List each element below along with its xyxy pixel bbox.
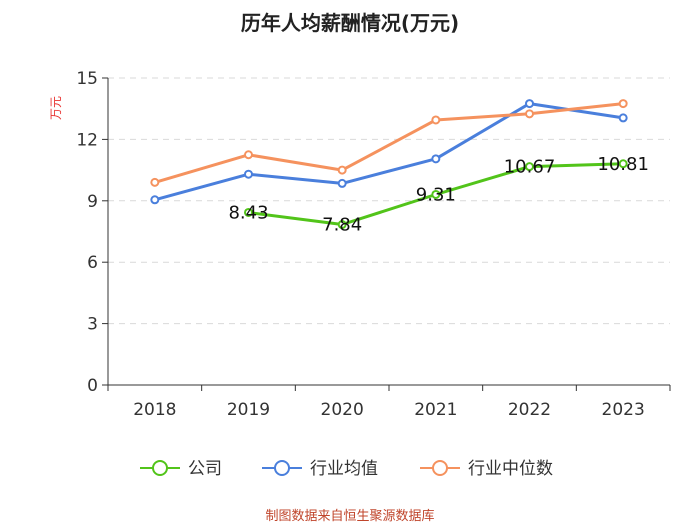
x-tick-label: 2018: [133, 400, 176, 420]
series-line-2: [154, 102, 624, 184]
data-point: [244, 169, 253, 179]
data-point: [431, 189, 441, 199]
legend-label: 公司: [188, 459, 222, 479]
y-tick-label: 9: [87, 192, 98, 212]
data-point: [150, 195, 160, 205]
chart-title: 历年人均薪酬情况(万元): [241, 11, 459, 35]
y-tick-label: 6: [87, 253, 98, 273]
data-point: [618, 113, 628, 123]
y-tick-label: 15: [76, 69, 98, 89]
y-tick-label: 3: [87, 315, 98, 335]
legend-label: 行业中位数: [468, 459, 553, 479]
data-point: [618, 159, 628, 169]
data-point: [525, 109, 534, 119]
x-tick-label: 2020: [321, 400, 364, 420]
data-point: [150, 177, 160, 187]
legend-label: 行业均值: [310, 459, 378, 479]
data-point: [431, 115, 441, 125]
data-point: [244, 207, 253, 217]
x-tick-label: 2021: [414, 400, 457, 420]
data-point: [431, 154, 441, 164]
y-tick-label: 0: [87, 376, 98, 396]
data-point: [337, 220, 347, 230]
data-labels: 8.43 7.84 9.31 10.67 10.81: [228, 154, 648, 236]
data-point: [525, 99, 534, 109]
data-point: [525, 162, 534, 172]
data-label: 7.84: [322, 215, 362, 236]
series-line-1: [154, 102, 624, 202]
data-label: 9.31: [416, 184, 456, 205]
legend-marker: [432, 460, 448, 476]
axes: 0 3 6 9 12 15 2018 2019 2020 2021 2022 2023: [76, 69, 671, 420]
x-tick-label: 2022: [508, 400, 551, 420]
series-group: [150, 99, 628, 230]
data-point: [244, 150, 253, 160]
legend-marker: [152, 460, 168, 476]
y-axis-label: 万元: [49, 96, 63, 120]
data-point: [337, 178, 347, 188]
data-point: [337, 165, 347, 175]
data-point: [618, 99, 628, 109]
data-label: 10.81: [597, 154, 649, 175]
data-label: 8.43: [228, 202, 268, 223]
data-label: 10.67: [504, 157, 556, 178]
legend[interactable]: 公司 行业均值 行业中位数: [140, 459, 553, 479]
grid: [108, 77, 670, 325]
x-tick-label: 2019: [227, 400, 270, 420]
y-tick-label: 12: [76, 130, 98, 150]
source-note: 制图数据来自恒生聚源数据库: [265, 508, 434, 524]
legend-marker: [274, 460, 290, 476]
x-tick-label: 2023: [602, 400, 645, 420]
